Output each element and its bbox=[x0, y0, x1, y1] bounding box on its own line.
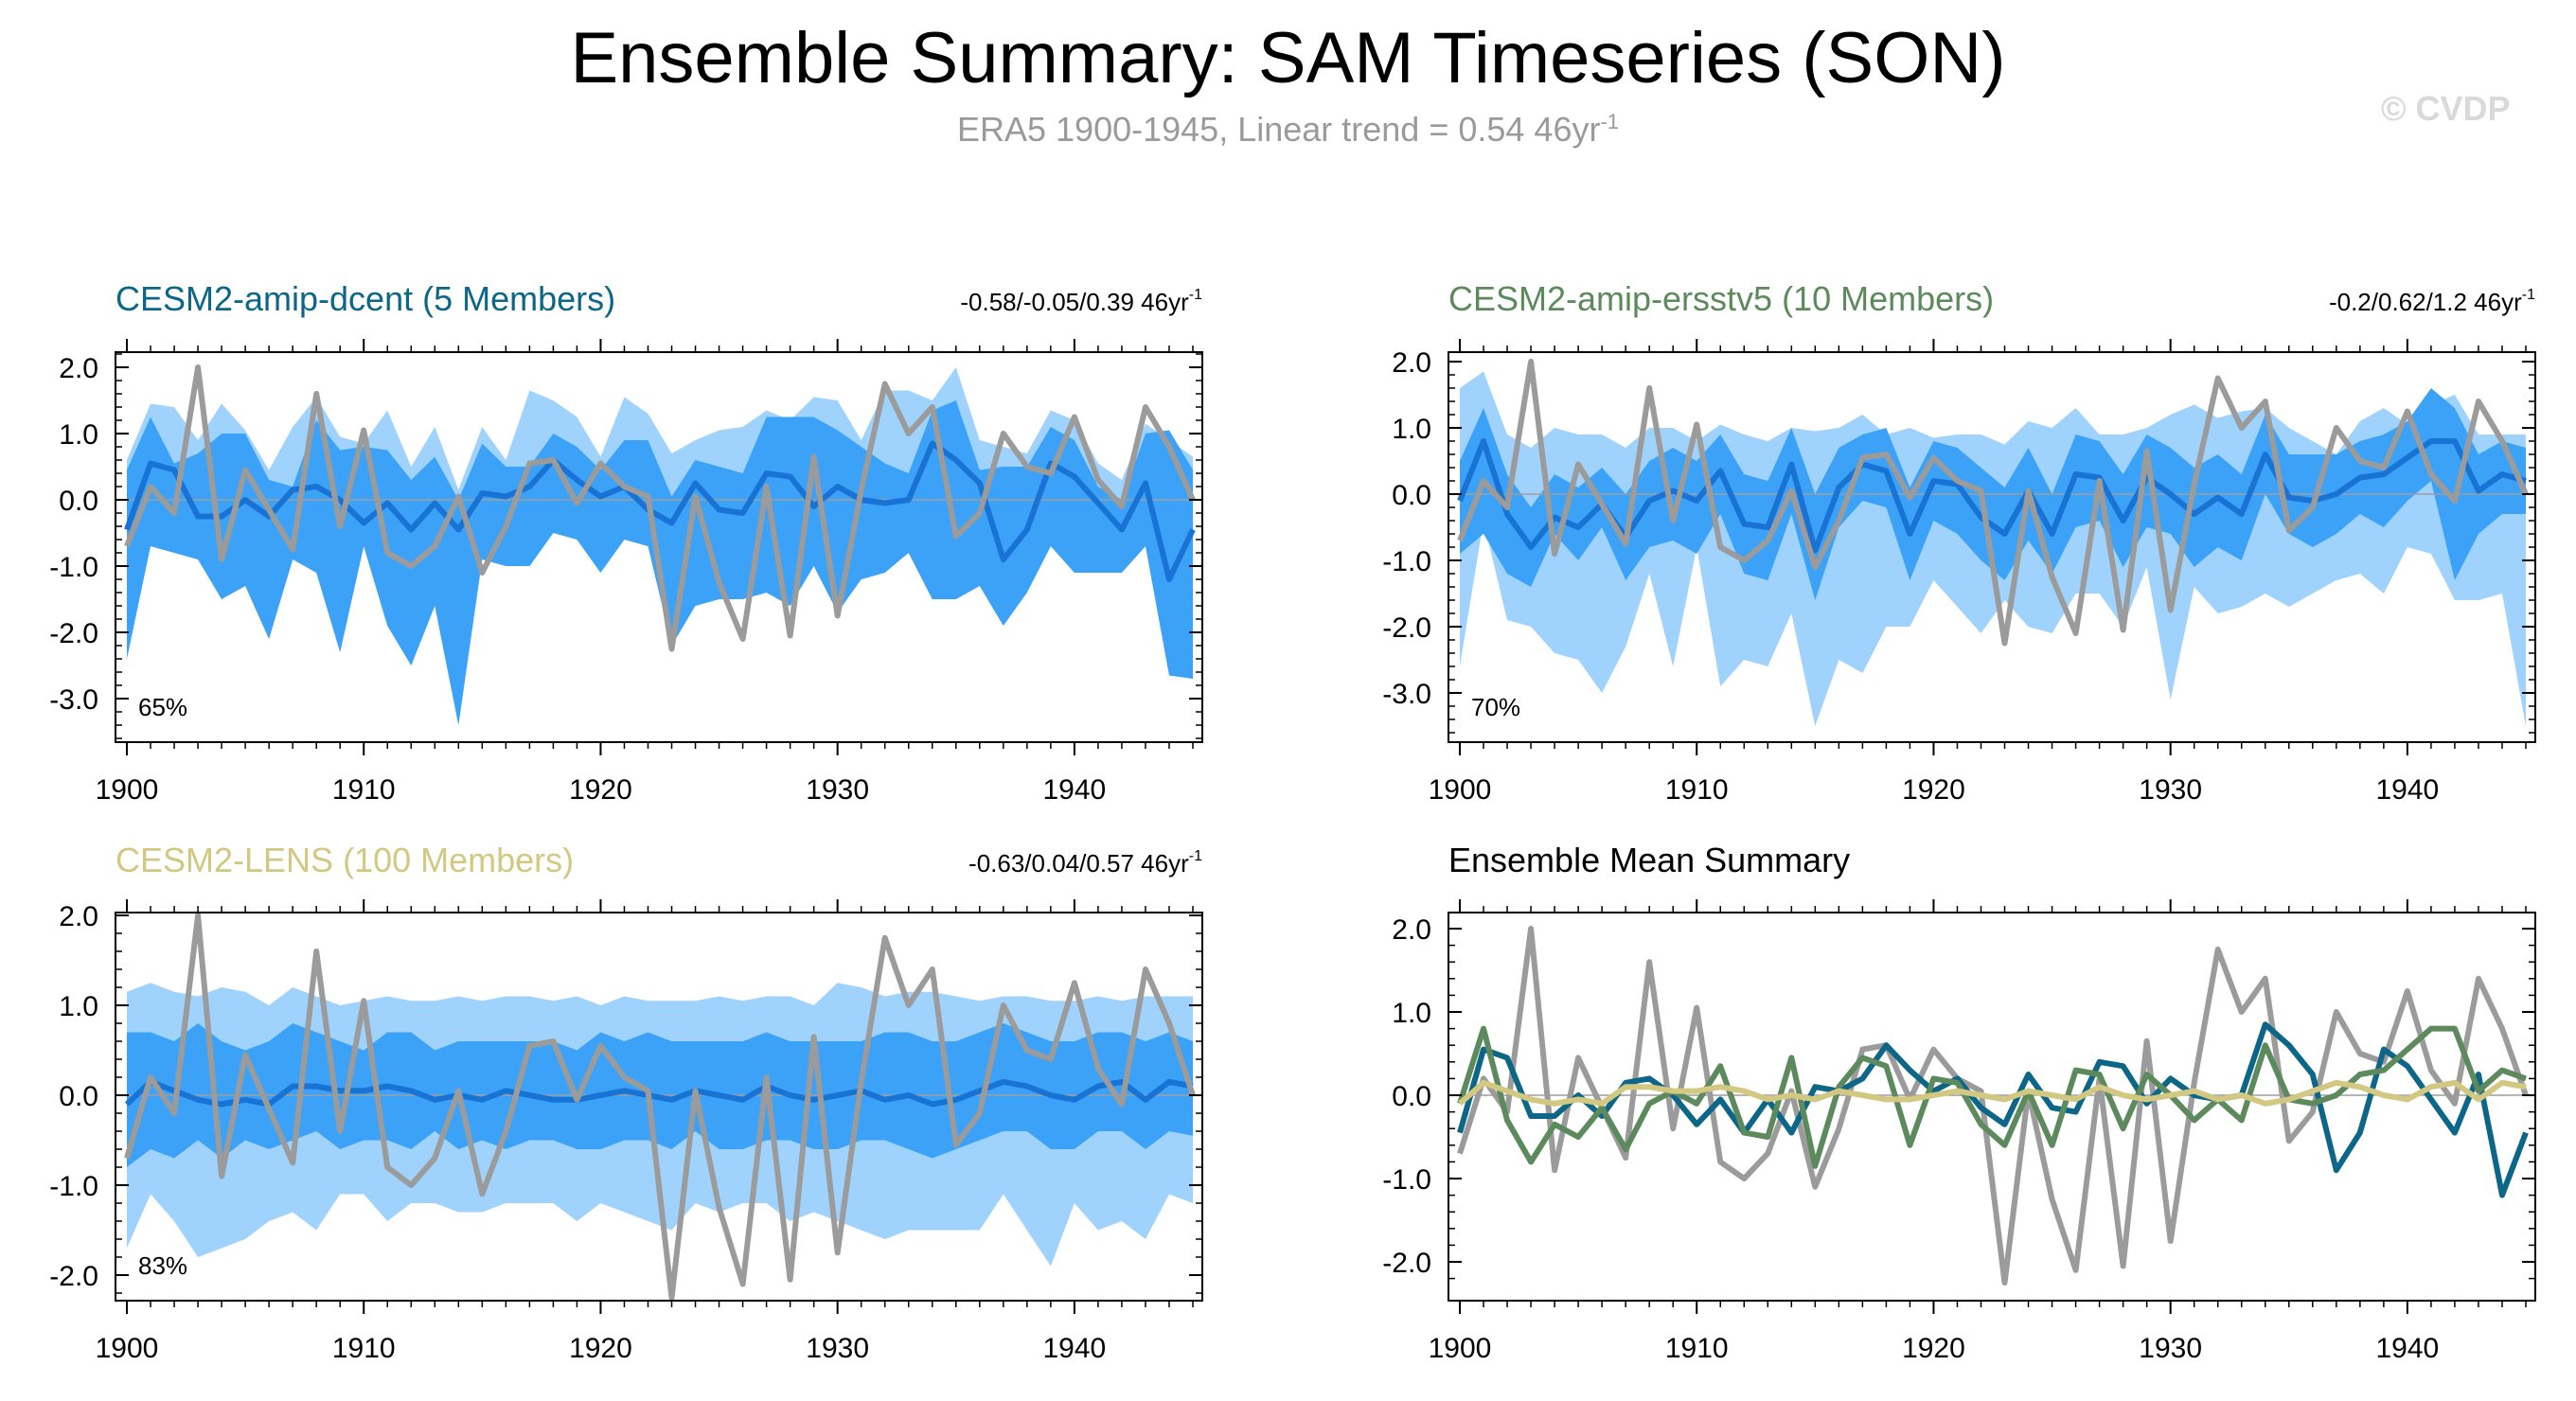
trend-label: -0.2/0.62/1.2 46yr-1 bbox=[2329, 287, 2535, 316]
y-tick-label: 1.0 bbox=[59, 991, 98, 1022]
x-tick-label: 1900 bbox=[96, 774, 159, 806]
panel-ersstv5: CESM2-amip-ersstv5 (10 Members) -0.2/0.62… bbox=[1382, 279, 2536, 806]
y-tick-label: 2.0 bbox=[59, 353, 98, 384]
x-tick-label: 1910 bbox=[1665, 1333, 1729, 1364]
plot-frame bbox=[1448, 912, 2536, 1302]
y-tick-label: -2.0 bbox=[49, 1261, 98, 1292]
y-tick-label: 1.0 bbox=[59, 419, 98, 451]
plot-area bbox=[1448, 359, 2535, 726]
figure-title: Ensemble Summary: SAM Timeseries (SON) bbox=[570, 18, 2006, 98]
cvdp-watermark: © CVDP bbox=[2381, 89, 2511, 128]
y-tick-label: 2.0 bbox=[1392, 914, 1431, 946]
ensemble-mean-line bbox=[1457, 438, 2527, 554]
x-tick-label: 1940 bbox=[2376, 1333, 2440, 1364]
series-line bbox=[1457, 926, 2529, 1286]
trend-label: -0.63/0.04/0.57 46yr-1 bbox=[968, 848, 1202, 878]
observed-line bbox=[124, 913, 1196, 1301]
y-tick-label: -3.0 bbox=[1382, 679, 1431, 710]
y-tick-label: -1.0 bbox=[1382, 546, 1431, 577]
plot-area bbox=[115, 913, 1202, 1301]
y-tick-label: -1.0 bbox=[49, 1171, 98, 1202]
x-tick-label: 1930 bbox=[2139, 774, 2202, 806]
y-tick-label: 2.0 bbox=[59, 901, 98, 932]
y-tick-label: -1.0 bbox=[49, 552, 98, 583]
figure-subtitle: ERA5 1900-1945, Linear trend = 0.54 46yr… bbox=[0, 110, 2576, 150]
series-line bbox=[1458, 1079, 2527, 1107]
x-tick-label: 1930 bbox=[2139, 1333, 2202, 1364]
panel-dcent: CESM2-amip-dcent (5 Members) -0.58/-0.05/… bbox=[49, 279, 1203, 806]
y-tick-label: -1.0 bbox=[1382, 1164, 1431, 1196]
y-tick-label: 1.0 bbox=[1392, 414, 1431, 445]
percent-label: 65% bbox=[138, 693, 187, 721]
x-tick-label: 1930 bbox=[806, 1333, 869, 1364]
x-tick-label: 1940 bbox=[1043, 1333, 1107, 1364]
plot-area bbox=[115, 364, 1202, 725]
plot-frame bbox=[115, 351, 1203, 743]
subtitle-sup: -1 bbox=[1600, 110, 1620, 133]
x-tick-label: 1920 bbox=[1902, 774, 1965, 806]
x-tick-label: 1920 bbox=[569, 774, 632, 806]
panel-title: CESM2-amip-dcent (5 Members) bbox=[115, 279, 615, 318]
y-tick-label: -3.0 bbox=[49, 684, 98, 716]
observed-line bbox=[124, 364, 1196, 652]
y-tick-label: 2.0 bbox=[1392, 347, 1431, 379]
x-tick-label: 1900 bbox=[1429, 774, 1492, 806]
panel-title: CESM2-LENS (100 Members) bbox=[115, 841, 574, 879]
panel-title: CESM2-amip-ersstv5 (10 Members) bbox=[1448, 279, 1994, 318]
y-tick-label: 0.0 bbox=[1392, 480, 1431, 511]
trend-label: -0.58/-0.05/0.39 46yr-1 bbox=[960, 287, 1202, 316]
percent-label: 83% bbox=[138, 1251, 187, 1280]
y-tick-label: -2.0 bbox=[1382, 612, 1431, 644]
subtitle-text: ERA5 1900-1945, Linear trend = 0.54 46yr bbox=[956, 110, 1601, 149]
percent-label: 70% bbox=[1471, 693, 1520, 721]
y-tick-label: -2.0 bbox=[49, 618, 98, 649]
plot-frame bbox=[115, 912, 1203, 1302]
x-tick-label: 1900 bbox=[96, 1333, 159, 1364]
ensemble-mean-line bbox=[124, 1078, 1194, 1108]
plot-area bbox=[1448, 926, 2535, 1286]
y-tick-label: 1.0 bbox=[1392, 998, 1431, 1029]
x-tick-label: 1900 bbox=[1429, 1333, 1492, 1364]
x-tick-label: 1920 bbox=[569, 1333, 632, 1364]
series-line bbox=[1457, 1021, 2529, 1198]
y-tick-label: 0.0 bbox=[59, 1081, 98, 1112]
trend-sup: -1 bbox=[2522, 287, 2535, 303]
x-tick-label: 1930 bbox=[806, 774, 869, 806]
trend-sup: -1 bbox=[1189, 287, 1202, 303]
x-tick-label: 1940 bbox=[1043, 774, 1107, 806]
panel-title: Ensemble Mean Summary bbox=[1448, 841, 1850, 879]
trend-text: -0.58/-0.05/0.39 46yr bbox=[960, 288, 1189, 316]
trend-text: -0.2/0.62/1.2 46yr bbox=[2329, 288, 2522, 316]
trend-text: -0.63/0.04/0.57 46yr bbox=[968, 849, 1189, 878]
panel-lens: CESM2-LENS (100 Members) -0.63/0.04/0.57 … bbox=[49, 841, 1203, 1364]
y-tick-label: 0.0 bbox=[1392, 1081, 1431, 1112]
y-tick-label: -2.0 bbox=[1382, 1248, 1431, 1279]
x-tick-label: 1920 bbox=[1902, 1333, 1965, 1364]
observed-line bbox=[1457, 359, 2529, 647]
y-tick-label: 0.0 bbox=[59, 486, 98, 517]
x-tick-label: 1940 bbox=[2376, 774, 2440, 806]
panel-summary: Ensemble Mean Summary 2.0 1.0 0.0 -1.0 -2.0 19… bbox=[1382, 841, 2536, 1364]
x-tick-label: 1910 bbox=[1665, 774, 1729, 806]
trend-sup: -1 bbox=[1189, 848, 1202, 864]
x-tick-label: 1910 bbox=[332, 774, 396, 806]
x-tick-label: 1910 bbox=[332, 1333, 396, 1364]
